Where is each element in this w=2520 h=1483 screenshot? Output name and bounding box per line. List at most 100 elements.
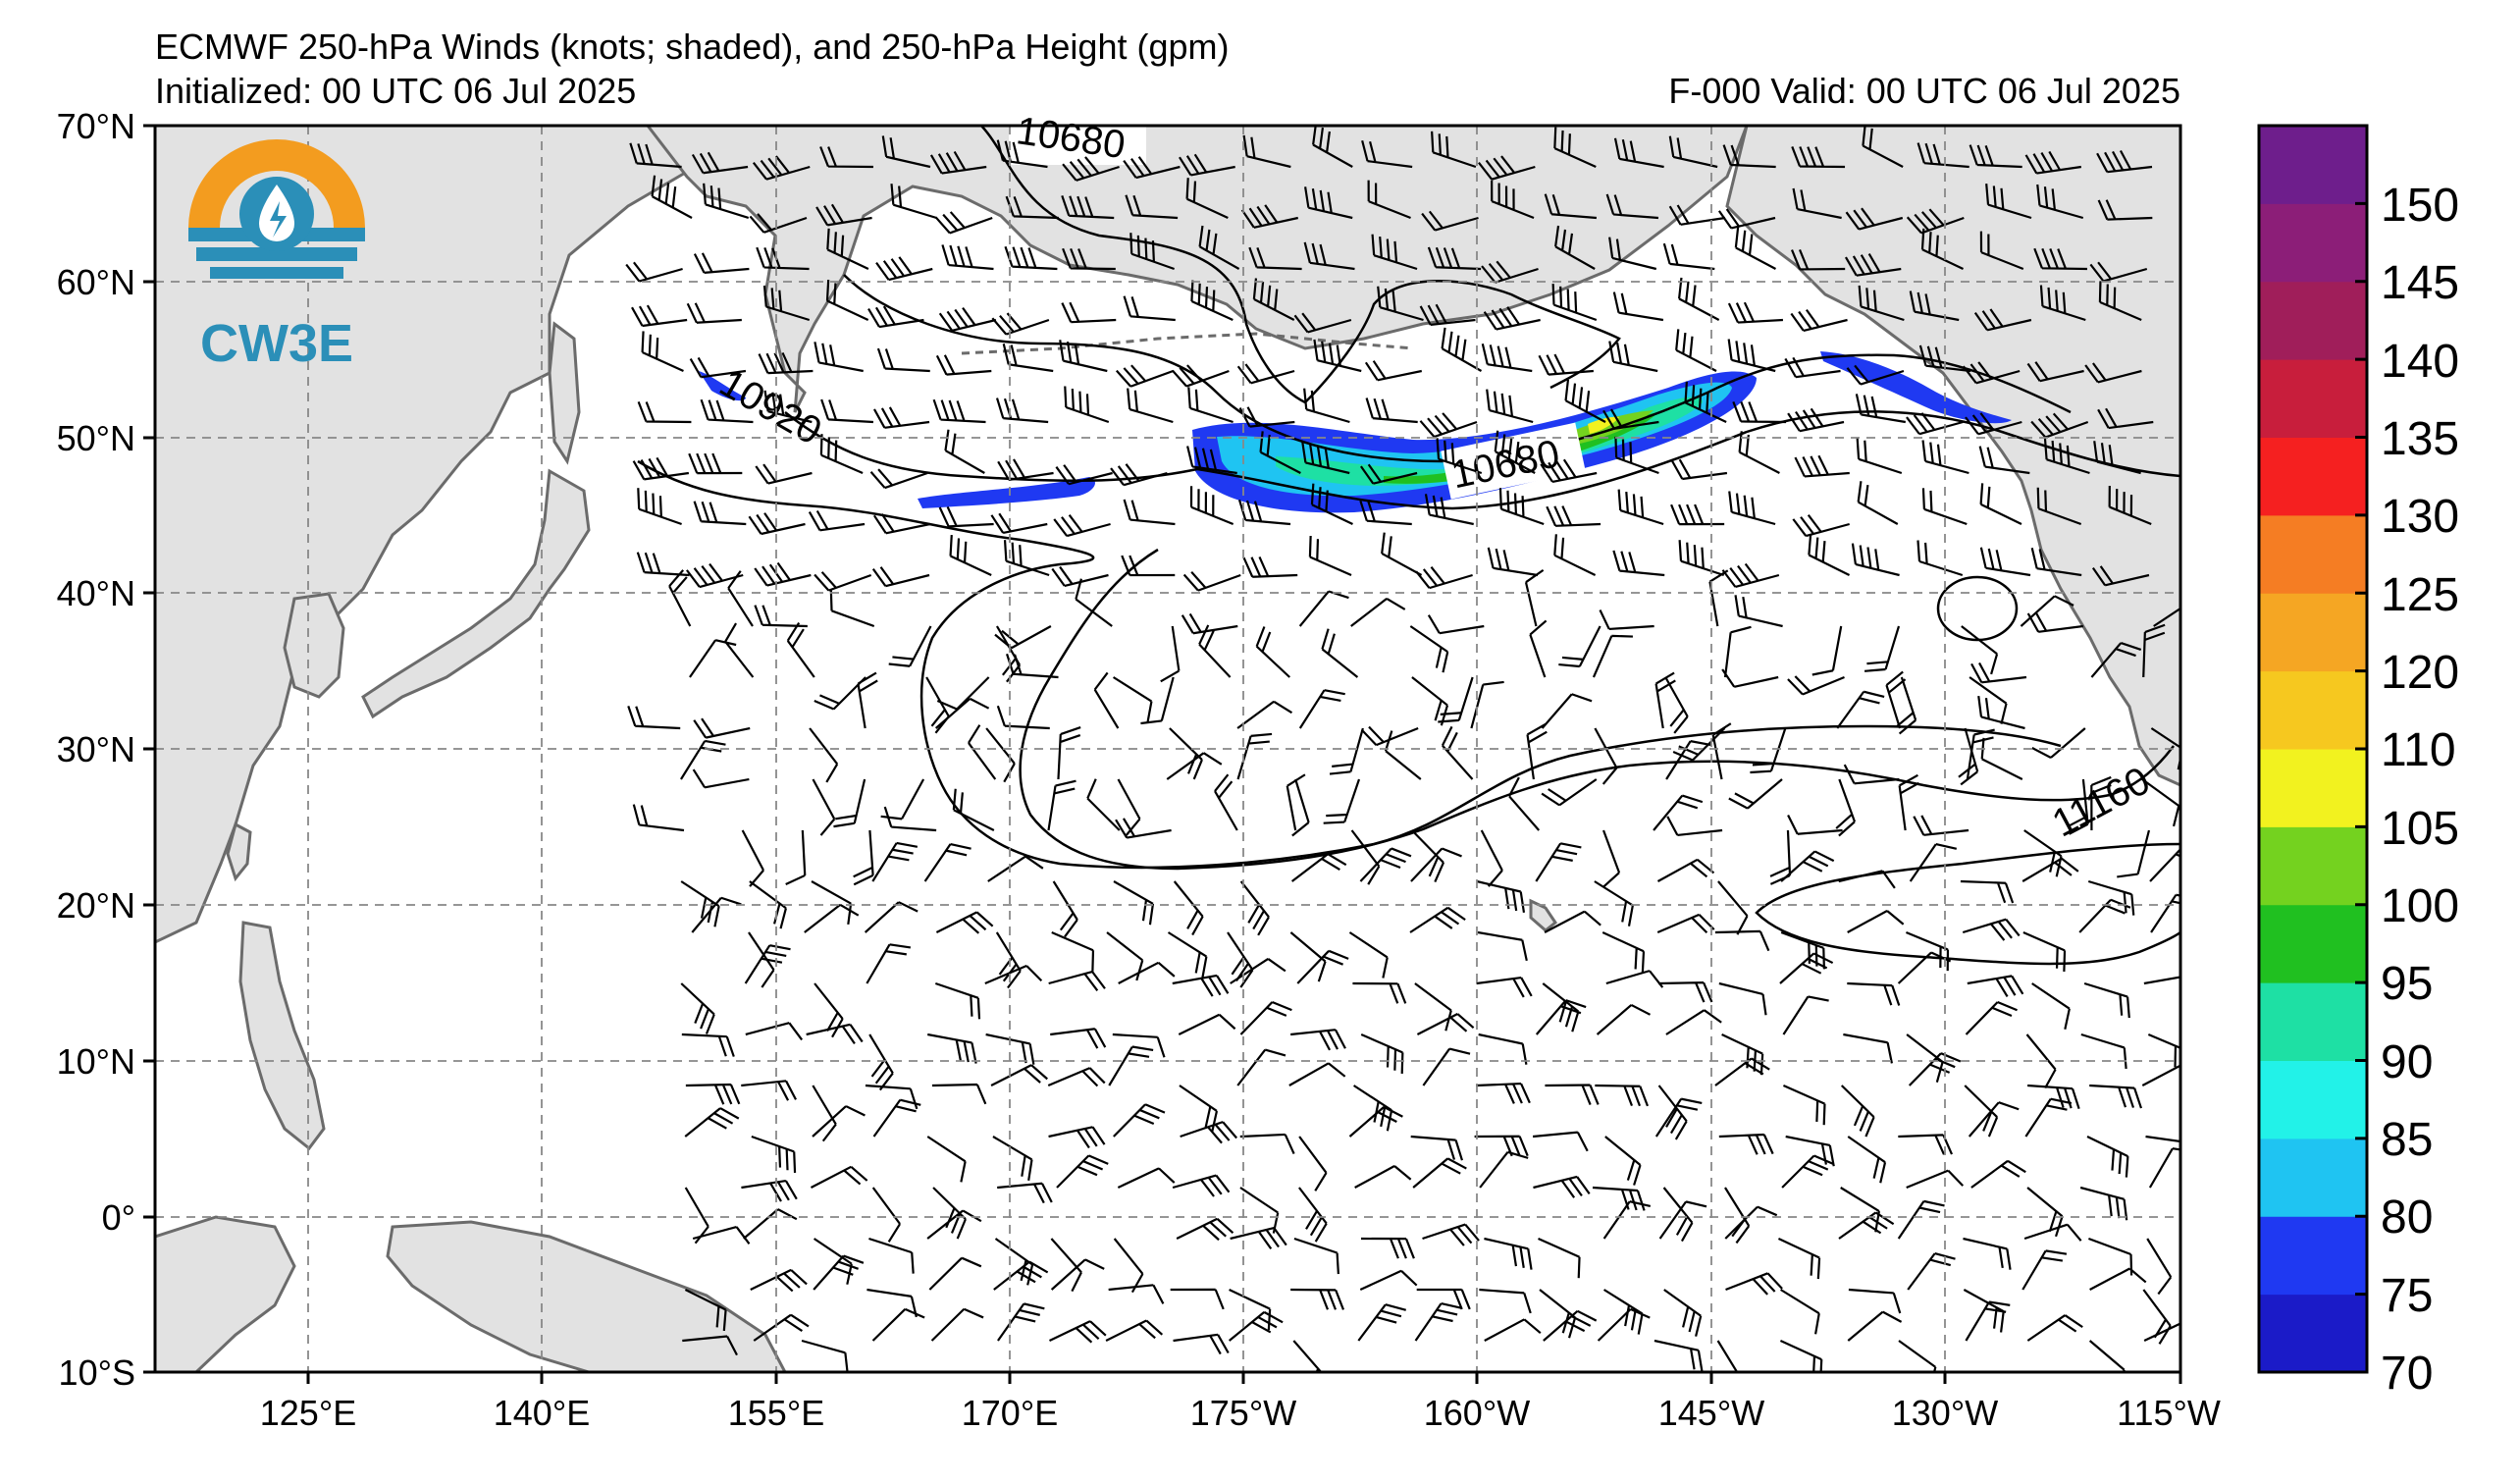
wind-barb-shape: [1782, 1084, 1826, 1126]
wind-barb: [753, 1313, 810, 1342]
colorbar-tick-label: 70: [2381, 1348, 2433, 1400]
wind-barb-shape: [1108, 1045, 1154, 1086]
wind-barb-shape: [785, 829, 807, 885]
wind-barb-shape: [2021, 1249, 2068, 1291]
wind-barb: [1106, 931, 1144, 981]
wind-barb: [1296, 949, 1349, 984]
wind-barb: [888, 625, 932, 667]
wind-barb-shape: [1732, 400, 1787, 424]
wind-barb-shape: [1410, 847, 1462, 882]
wind-barb-shape: [1180, 1121, 1238, 1144]
latitude-labels: 70°N 60°N 50°N 40°N 30°N 20°N 10°N 0° 10…: [57, 106, 135, 1393]
wind-barb-shape: [2108, 486, 2152, 526]
wind-barb: [2143, 1320, 2180, 1342]
wind-barb-shape: [1969, 676, 2008, 724]
wind-barb: [1658, 1200, 1707, 1240]
wind-barb: [2088, 1237, 2133, 1276]
wind-barb: [2149, 847, 2180, 882]
wind-barb: [1604, 1136, 1642, 1186]
wind-barb: [1727, 301, 1784, 324]
wind-barb: [1298, 689, 1345, 729]
wind-barb: [1554, 225, 1596, 270]
wind-barb-shape: [786, 621, 815, 678]
wind-barb: [814, 342, 864, 373]
wind-barb-shape: [825, 279, 869, 321]
wind-barb-shape: [1108, 1284, 1165, 1304]
wind-barb-shape: [1840, 1085, 1875, 1138]
wind-barb-shape: [1668, 204, 1726, 226]
wind-barb-shape: [668, 569, 692, 627]
wind-barb: [809, 727, 839, 783]
wind-barb: [1414, 982, 1452, 1032]
wind-barb-shape: [1171, 364, 1230, 388]
wind-barb-shape: [1290, 1288, 1345, 1310]
wind-barb: [1670, 503, 1725, 526]
wind-barb-shape: [1717, 208, 1776, 230]
wind-barb-shape: [1416, 1013, 1475, 1035]
wind-barb: [1189, 486, 1234, 526]
longitude-labels: 125°E 140°E 155°E 170°E 175°W 160°W 145°…: [260, 1393, 2221, 1433]
wind-barb-shape: [1848, 1288, 1902, 1314]
wind-barb: [1843, 764, 1900, 785]
wind-barb: [1544, 910, 1601, 933]
colorbar-tick-label: 85: [2381, 1114, 2433, 1166]
wind-barb-shape: [1427, 614, 1485, 635]
wind-barb-shape: [996, 705, 1050, 730]
wind-barb: [1050, 1028, 1107, 1049]
wind-barb: [1541, 693, 1593, 729]
wind-barb: [812, 1105, 866, 1138]
wind-barb: [637, 401, 692, 424]
wind-barb-shape: [686, 562, 744, 589]
wind-barb: [997, 458, 1054, 482]
wind-barb-shape: [755, 463, 813, 485]
wind-barb: [1298, 1136, 1328, 1192]
wind-barb: [1352, 981, 1407, 1004]
wind-barb: [1064, 386, 1110, 424]
wind-barb-shape: [938, 306, 997, 332]
wind-barb: [1365, 397, 1418, 424]
wind-barb: [756, 246, 810, 271]
wind-barb: [1252, 278, 1295, 321]
wind-barb: [2027, 1084, 2080, 1110]
colorbar-segment: [2259, 1138, 2367, 1217]
wind-barb-shape: [2026, 611, 2083, 633]
wind-barb-shape: [1377, 286, 1424, 322]
wind-barb: [1535, 842, 1582, 882]
wind-barb-shape: [1002, 344, 1054, 373]
wind-barb: [1412, 1157, 1467, 1189]
wind-barb-shape: [1230, 958, 1286, 984]
wind-barb: [871, 841, 919, 882]
wind-barb-shape: [1906, 1169, 1965, 1190]
wind-barb: [762, 285, 811, 322]
wind-barb: [1594, 880, 1634, 927]
wind-barb: [2142, 623, 2166, 678]
wind-barb-shape: [814, 571, 872, 592]
wind-barb-shape: [2153, 600, 2180, 627]
wind-barb-shape: [1553, 534, 1597, 576]
wind-barb: [1851, 543, 1900, 577]
wind-barb-shape: [1654, 1339, 1704, 1372]
wind-barb: [1239, 1133, 1295, 1154]
wind-barb-shape: [1843, 764, 1900, 785]
wind-barb: [1377, 286, 1424, 322]
wind-barb-shape: [741, 1080, 798, 1101]
wind-barb: [1293, 312, 1352, 334]
wind-barb-shape: [1838, 1211, 1895, 1240]
wind-barb: [1360, 725, 1419, 747]
wind-barb: [2026, 611, 2083, 633]
wind-barb-shape: [2097, 199, 2153, 221]
wind-barb: [927, 1033, 977, 1064]
map-panel: 10680 10920 10680 11160: [57, 106, 2221, 1433]
wind-barb: [1847, 1136, 1887, 1184]
lat-label: 70°N: [57, 106, 135, 146]
wind-barb: [686, 562, 744, 589]
wind-barb: [1961, 625, 1999, 675]
colorbar-tick-label: 130: [2381, 491, 2459, 543]
wind-barb: [1532, 1131, 1589, 1152]
wind-barb-shape: [1047, 779, 1076, 831]
wind-barb: [1431, 131, 1477, 169]
wind-barb-shape: [651, 175, 693, 219]
contour-11160-south: [1755, 842, 2180, 966]
wind-barb: [1170, 1288, 1225, 1310]
wind-barb: [1897, 951, 1952, 984]
